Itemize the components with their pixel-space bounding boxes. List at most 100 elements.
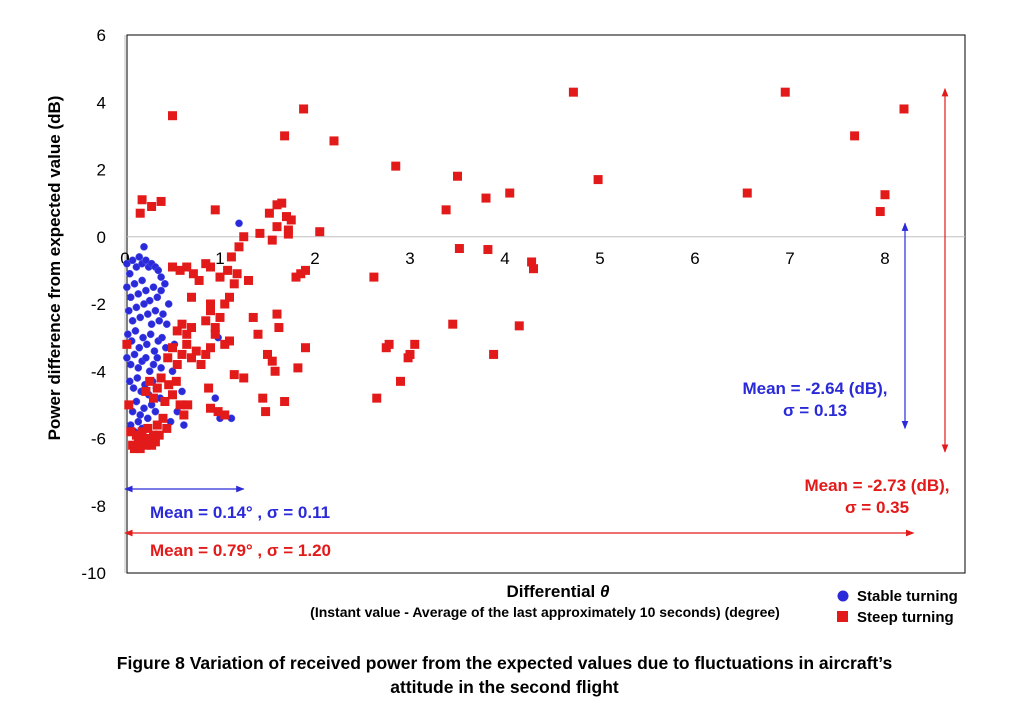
steep-turning-point — [137, 195, 147, 205]
stable-turning-point — [149, 360, 158, 369]
steep-turning-point — [215, 312, 225, 322]
stable-turning-point — [143, 340, 151, 349]
steep-turning-point — [253, 329, 263, 339]
stable-turning-point — [235, 219, 243, 228]
stable-turning-point — [132, 263, 141, 271]
steep-turning-point — [780, 87, 790, 97]
range-arrows — [124, 87, 949, 537]
steep-turning-point — [286, 215, 296, 225]
steep-turning-point — [188, 269, 198, 279]
steep-turning-point — [489, 349, 499, 359]
steep-turning-point — [226, 252, 236, 262]
x-tick-label: 6 — [690, 249, 699, 268]
steep-turning-point — [239, 232, 249, 242]
steep-turning-point — [274, 323, 284, 333]
steep-turning-point — [126, 427, 136, 437]
stable-turning-point — [154, 266, 163, 275]
stable-turning-point — [133, 374, 142, 382]
steep-turning-point — [187, 292, 196, 302]
x-tick-label: 7 — [785, 249, 794, 268]
stable-turning-point — [155, 316, 164, 325]
steep-turning-point — [215, 272, 225, 282]
steep-turning-point — [164, 380, 174, 390]
stable-turning-point — [131, 327, 140, 335]
steep-turning-point — [191, 346, 201, 356]
steep-turning-point — [270, 366, 280, 376]
steep-turning-point — [122, 339, 132, 349]
steep-turning-point — [220, 299, 230, 309]
plot-area — [126, 34, 966, 574]
steep-turning-point — [225, 292, 234, 302]
x-axis-title-main: Differential — [506, 582, 600, 601]
steep-turning-point — [156, 373, 166, 383]
steep-turning-point — [850, 131, 860, 141]
steep-turning-point — [163, 353, 173, 363]
x-tick-label: 8 — [880, 249, 889, 268]
steep-turning-point — [124, 400, 134, 410]
y-tick-label: 0 — [97, 228, 106, 247]
stable-turning-point — [157, 273, 165, 281]
stable-turning-point — [134, 364, 143, 372]
stable-turning-point — [135, 253, 144, 261]
stable-turning-point — [142, 353, 150, 362]
steep-turning-point — [514, 321, 524, 331]
stable-turning-point — [136, 411, 145, 419]
stable-turning-point — [134, 290, 143, 298]
stable-turning-point — [153, 353, 162, 362]
steep-turning-point — [505, 188, 515, 198]
steep-turning-point — [299, 104, 309, 114]
steep-turning-point — [130, 444, 139, 454]
legend-steep-label: Steep turning — [857, 609, 954, 626]
steep-turning-series — [122, 87, 909, 454]
steep-turning-point — [301, 343, 310, 353]
steep-turning-point — [291, 272, 301, 282]
stable-turning-point — [158, 333, 166, 342]
x-axis-tick-labels: 0 1 2 3 4 5 6 7 8 — [120, 249, 889, 268]
steep-turning-point — [175, 400, 185, 410]
stable-turning-point — [130, 279, 139, 288]
steep-turning-point — [135, 444, 145, 454]
stable-turning-point — [129, 384, 138, 392]
stable-turning-point — [138, 276, 146, 285]
x-axis-subtitle: (Instant value - Average of the last app… — [310, 604, 780, 620]
steep-turning-point — [182, 262, 192, 272]
steep-turning-point — [210, 205, 220, 215]
steep-turning-point — [149, 393, 158, 403]
steep-turning-point — [405, 349, 415, 359]
steep-turning-point — [149, 430, 158, 440]
y-tick-label: 2 — [97, 161, 106, 180]
steep-turning-point — [263, 349, 272, 359]
steep-turning-point — [147, 201, 157, 211]
y-tick-label: -8 — [91, 497, 106, 516]
stable-turning-point — [124, 330, 132, 339]
steep-turning-point — [201, 316, 211, 326]
steep-turning-point — [453, 171, 462, 181]
y-tick-label: -10 — [81, 564, 106, 583]
legend: Stable turning Steep turning — [837, 588, 958, 626]
stable-turning-point — [145, 296, 154, 305]
steep-turning-point — [396, 376, 405, 386]
steep-turning-point — [280, 397, 290, 407]
steep-turning-point — [255, 228, 265, 238]
steep-turning-point — [141, 440, 151, 450]
steep-turning-point — [162, 423, 172, 433]
steep-turning-point — [272, 200, 282, 210]
y-tick-label: -6 — [91, 430, 106, 449]
stable-turning-point — [140, 242, 148, 251]
steep-turning-point — [213, 407, 223, 417]
x-tick-label: 3 — [405, 249, 414, 268]
steep-turning-point — [150, 437, 160, 447]
steep-turning-point — [280, 131, 290, 141]
stable-y-sigma-label: σ = 0.13 — [783, 401, 847, 420]
steep-turning-point — [244, 275, 253, 285]
steep-turning-point — [177, 349, 187, 359]
stable-turning-point — [140, 300, 148, 308]
steep-turning-point — [168, 343, 177, 353]
stable-turning-point — [150, 347, 159, 355]
stable-turning-point — [142, 256, 150, 265]
steep-turning-point — [248, 312, 258, 322]
steep-turning-point — [182, 329, 192, 339]
steep-turning-point — [177, 319, 187, 329]
stable-turning-point — [126, 293, 135, 302]
stable-turning-point — [136, 313, 145, 322]
